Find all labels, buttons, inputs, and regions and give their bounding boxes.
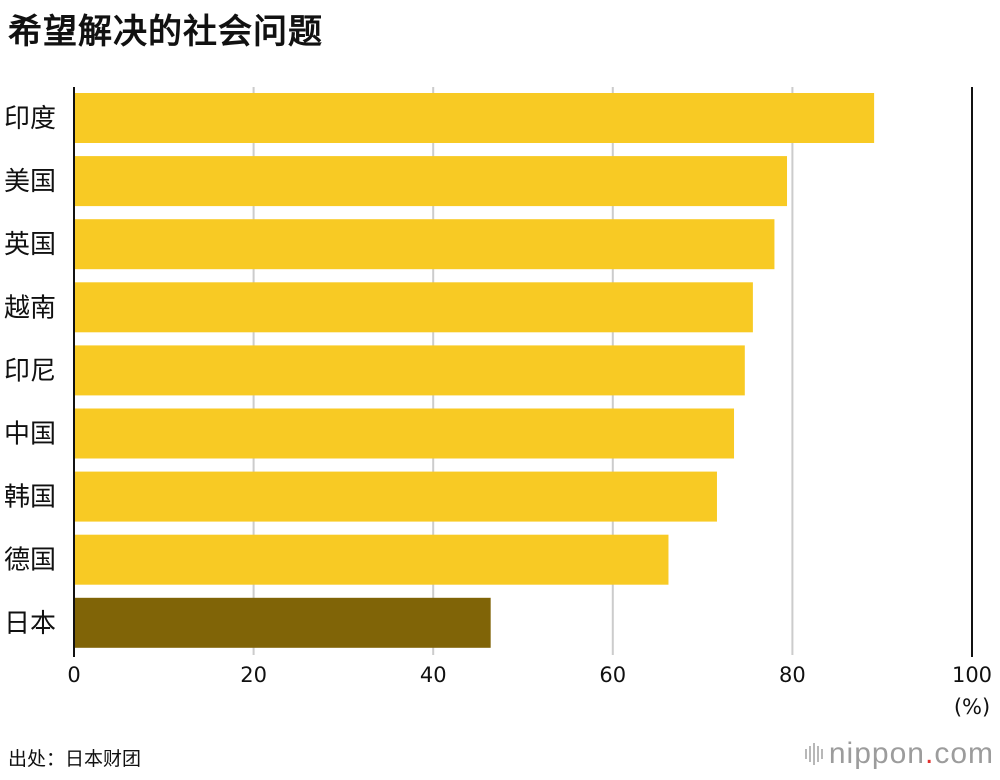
bar (74, 156, 788, 207)
nippon-logo: nippon.com (804, 734, 994, 774)
category-label: 印度 (4, 104, 56, 134)
category-label: 印尼 (4, 356, 56, 386)
category-label: 德国 (4, 546, 56, 576)
x-tick-label: 100 (952, 663, 992, 687)
bar (74, 93, 875, 143)
x-tick-label: 60 (599, 663, 626, 687)
bar (74, 282, 753, 333)
logo-mark-icon (804, 743, 823, 765)
x-tick-label: 20 (240, 663, 267, 687)
category-label: 英国 (4, 230, 56, 260)
bar (74, 534, 669, 585)
source-note: 出处：日本财团 (8, 748, 142, 770)
unit-label: (%) (954, 695, 990, 719)
category-label: 美国 (4, 167, 56, 197)
logo-wordmark: nippon.com (828, 737, 994, 770)
x-tick-label: 0 (67, 663, 80, 687)
bar (74, 219, 775, 270)
bar (74, 345, 745, 396)
category-label: 越南 (4, 293, 56, 323)
bars (74, 93, 875, 648)
category-label: 日本 (4, 609, 56, 639)
axes (73, 87, 973, 657)
category-label: 中国 (4, 420, 56, 450)
x-tick-label: 80 (779, 663, 806, 687)
bar (74, 597, 491, 648)
category-label: 韩国 (4, 483, 56, 513)
chart-title: 希望解决的社会问题 (8, 12, 323, 52)
x-tick-label: 40 (420, 663, 447, 687)
bar (74, 408, 735, 459)
bar (74, 471, 717, 522)
